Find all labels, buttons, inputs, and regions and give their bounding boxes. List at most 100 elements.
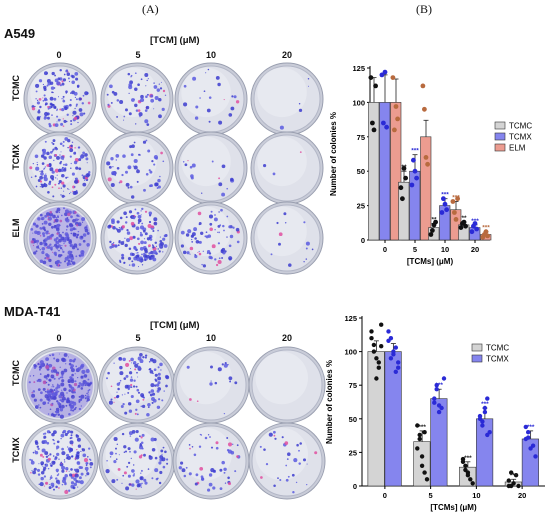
data-point <box>420 83 426 89</box>
data-point <box>371 349 377 354</box>
data-point <box>432 400 437 405</box>
data-point <box>417 436 422 442</box>
data-point <box>509 470 514 475</box>
significance-stars: *** <box>452 194 460 201</box>
data-point <box>384 124 389 130</box>
data-point <box>398 185 404 191</box>
data-point <box>371 342 377 348</box>
data-point <box>386 329 391 334</box>
x-tick-label: 0 <box>383 245 387 254</box>
data-point <box>513 473 519 478</box>
data-point <box>428 232 434 237</box>
data-point <box>463 463 468 468</box>
data-point <box>391 352 396 357</box>
colony-plate <box>174 62 248 136</box>
bar-chart-a549: Number of colonies %02550751001250*****5… <box>329 64 532 266</box>
y-tick-label: 75 <box>357 133 365 142</box>
data-point <box>434 383 439 388</box>
data-point <box>463 467 468 473</box>
data-point <box>485 233 490 239</box>
colony-plate <box>250 131 324 205</box>
data-point <box>414 175 419 181</box>
legend-swatch <box>494 132 506 141</box>
panel-label-a: (A) <box>142 2 159 16</box>
data-point <box>393 345 398 350</box>
significance-stars: *** <box>527 424 535 431</box>
x-axis-label: [TCMs] (μM) <box>407 257 454 266</box>
colony-plate <box>174 201 248 275</box>
significance-stars: *** <box>411 148 419 155</box>
colony-plate <box>250 201 324 275</box>
y-tick-label: 100 <box>344 348 357 357</box>
colony-plate <box>100 131 174 205</box>
colony-plate <box>21 422 99 500</box>
data-point <box>465 473 471 478</box>
data-point <box>482 405 488 411</box>
y-tick-label: 125 <box>352 64 365 73</box>
colony-plate <box>174 131 248 205</box>
colony-plate <box>98 422 176 500</box>
colony-plate <box>23 62 97 136</box>
significance-stars: ** <box>401 164 407 171</box>
data-point <box>382 69 388 75</box>
concentration-label: 20 <box>281 50 292 60</box>
colony-plate <box>23 201 97 275</box>
colony-plate <box>250 62 324 136</box>
data-point <box>415 423 420 428</box>
data-point <box>483 229 489 235</box>
bar <box>384 351 402 487</box>
significance-stars: ** <box>431 216 437 223</box>
y-tick-label: 0 <box>361 236 365 245</box>
data-point <box>376 365 381 370</box>
colony-plate <box>172 346 250 424</box>
concentration-label: 5 <box>135 50 141 60</box>
data-point <box>419 463 425 468</box>
data-point <box>442 201 448 207</box>
data-point <box>526 435 531 440</box>
data-point <box>485 432 490 438</box>
significance-stars: *** <box>510 472 518 479</box>
data-point <box>523 424 528 430</box>
x-tick-label: 5 <box>429 491 433 500</box>
y-axis-label: Number of colonies % <box>329 112 338 196</box>
data-point <box>441 376 447 381</box>
data-point <box>401 166 407 171</box>
data-point <box>425 161 430 167</box>
y-tick-label: 75 <box>349 381 357 390</box>
x-tick-label: 5 <box>413 245 417 254</box>
significance-stars: *** <box>471 218 479 225</box>
data-point <box>393 104 399 109</box>
data-point <box>511 481 516 486</box>
x-tick-label: 10 <box>472 491 480 500</box>
y-tick-label: 125 <box>344 314 357 323</box>
data-point <box>396 360 401 365</box>
data-point <box>430 228 435 233</box>
data-point <box>530 443 536 448</box>
data-point <box>419 454 425 459</box>
data-point <box>482 409 488 415</box>
data-point <box>455 196 460 202</box>
colony-plate <box>21 346 99 424</box>
data-point <box>436 409 442 415</box>
data-point <box>458 225 464 231</box>
data-point <box>422 106 427 112</box>
data-point <box>433 219 438 225</box>
x-tick-label: 10 <box>441 245 449 254</box>
data-point <box>374 376 379 381</box>
significance-stars: ** <box>461 215 467 222</box>
data-point <box>417 432 422 438</box>
data-point <box>480 423 485 428</box>
x-tick-label: 0 <box>383 491 387 500</box>
data-point <box>439 210 445 215</box>
legend-label: TCMX <box>486 355 509 364</box>
data-point <box>395 116 400 122</box>
data-point <box>379 344 384 349</box>
data-point <box>374 356 379 361</box>
data-point <box>376 360 381 365</box>
data-point <box>468 477 473 482</box>
data-point <box>390 75 396 80</box>
bar <box>409 170 421 241</box>
data-point <box>415 446 420 451</box>
data-point <box>441 196 446 202</box>
data-point <box>381 120 386 126</box>
